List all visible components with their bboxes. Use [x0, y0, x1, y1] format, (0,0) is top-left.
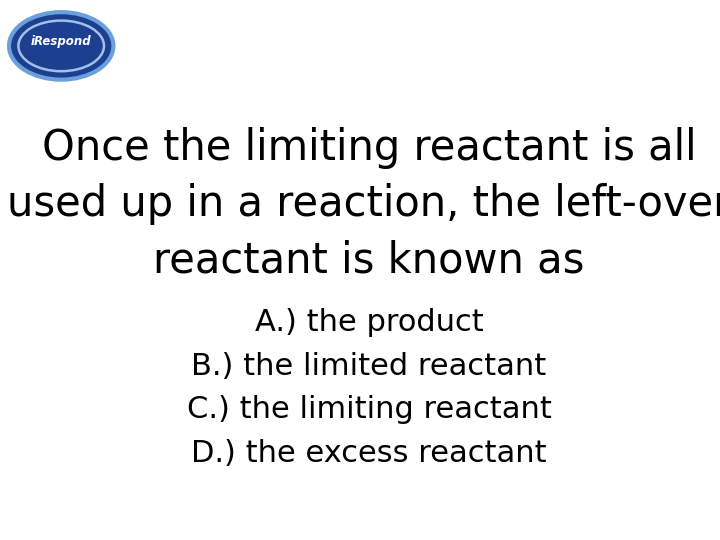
Text: reactant is known as: reactant is known as	[153, 239, 585, 281]
Text: D.) the excess reactant: D.) the excess reactant	[192, 439, 546, 468]
Text: C.) the limiting reactant: C.) the limiting reactant	[186, 395, 552, 424]
Text: A.) the product: A.) the product	[255, 308, 483, 337]
Text: B.) the limited reactant: B.) the limited reactant	[192, 352, 546, 381]
Ellipse shape	[9, 12, 114, 79]
Text: Once the limiting reactant is all: Once the limiting reactant is all	[42, 127, 696, 169]
Text: used up in a reaction, the left-over: used up in a reaction, the left-over	[7, 183, 720, 225]
Text: iRespond: iRespond	[31, 35, 91, 48]
